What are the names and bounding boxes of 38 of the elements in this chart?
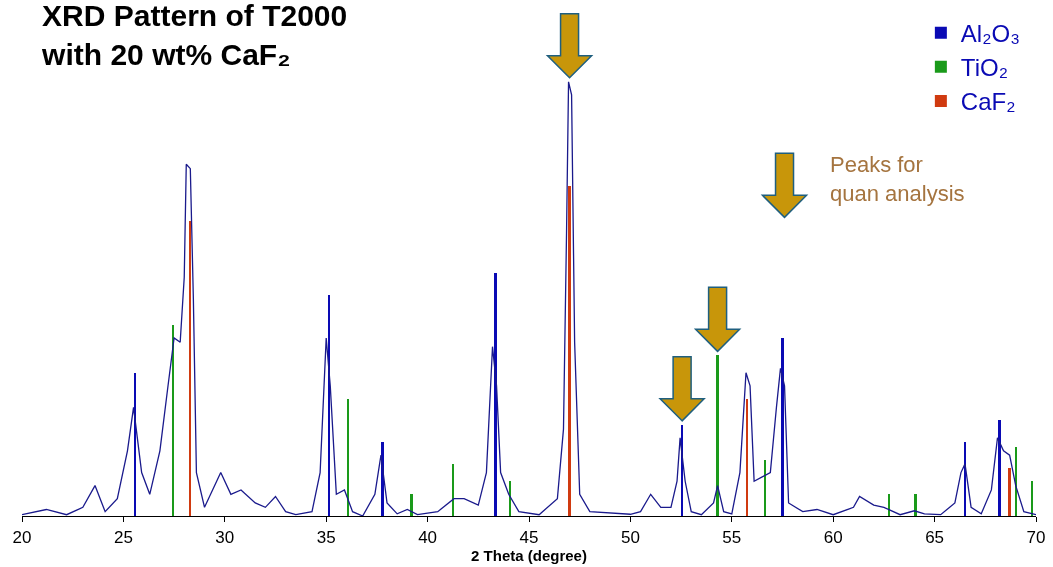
bar [781, 338, 784, 516]
annotation: Peaks for quan analysis [830, 152, 965, 206]
bar [568, 186, 571, 516]
bar [1015, 447, 1017, 516]
bar [716, 355, 719, 516]
x-axis-title: 2 Theta (degree) [471, 546, 587, 564]
bar [1008, 468, 1011, 516]
bar [347, 399, 349, 516]
legend-label: TiO₂ [960, 54, 1008, 82]
bar [964, 442, 966, 516]
legend-label: Al₂O₃ [960, 20, 1020, 47]
x-tick-label: 40 [418, 527, 438, 547]
bar [452, 464, 454, 516]
x-tick-label: 30 [215, 527, 235, 547]
bar [914, 494, 917, 516]
x-tick-label: 60 [823, 527, 843, 547]
bar [1031, 481, 1033, 516]
bar [410, 494, 413, 516]
x-tick-label: 20 [12, 527, 32, 547]
legend-label: CaF₂ [960, 88, 1016, 116]
chart-title: XRD Pattern of T2000 with 20 wt% CaF₂ [41, 0, 348, 71]
bar [998, 420, 1001, 516]
x-tick-label: 55 [722, 527, 742, 547]
bar [494, 273, 497, 516]
bar [746, 399, 748, 516]
x-tick-label: 35 [316, 527, 336, 547]
bar [509, 481, 511, 516]
x-tick-label: 50 [620, 527, 640, 547]
bar [764, 460, 766, 516]
x-tick-label: 65 [925, 527, 945, 547]
bar [189, 221, 191, 516]
bar [134, 373, 136, 516]
x-tick-label: 45 [519, 527, 539, 547]
bar [172, 325, 174, 516]
x-tick-label: 25 [113, 527, 133, 547]
bar [328, 295, 330, 516]
x-tick-label: 70 [1026, 527, 1046, 547]
bar [888, 494, 890, 516]
